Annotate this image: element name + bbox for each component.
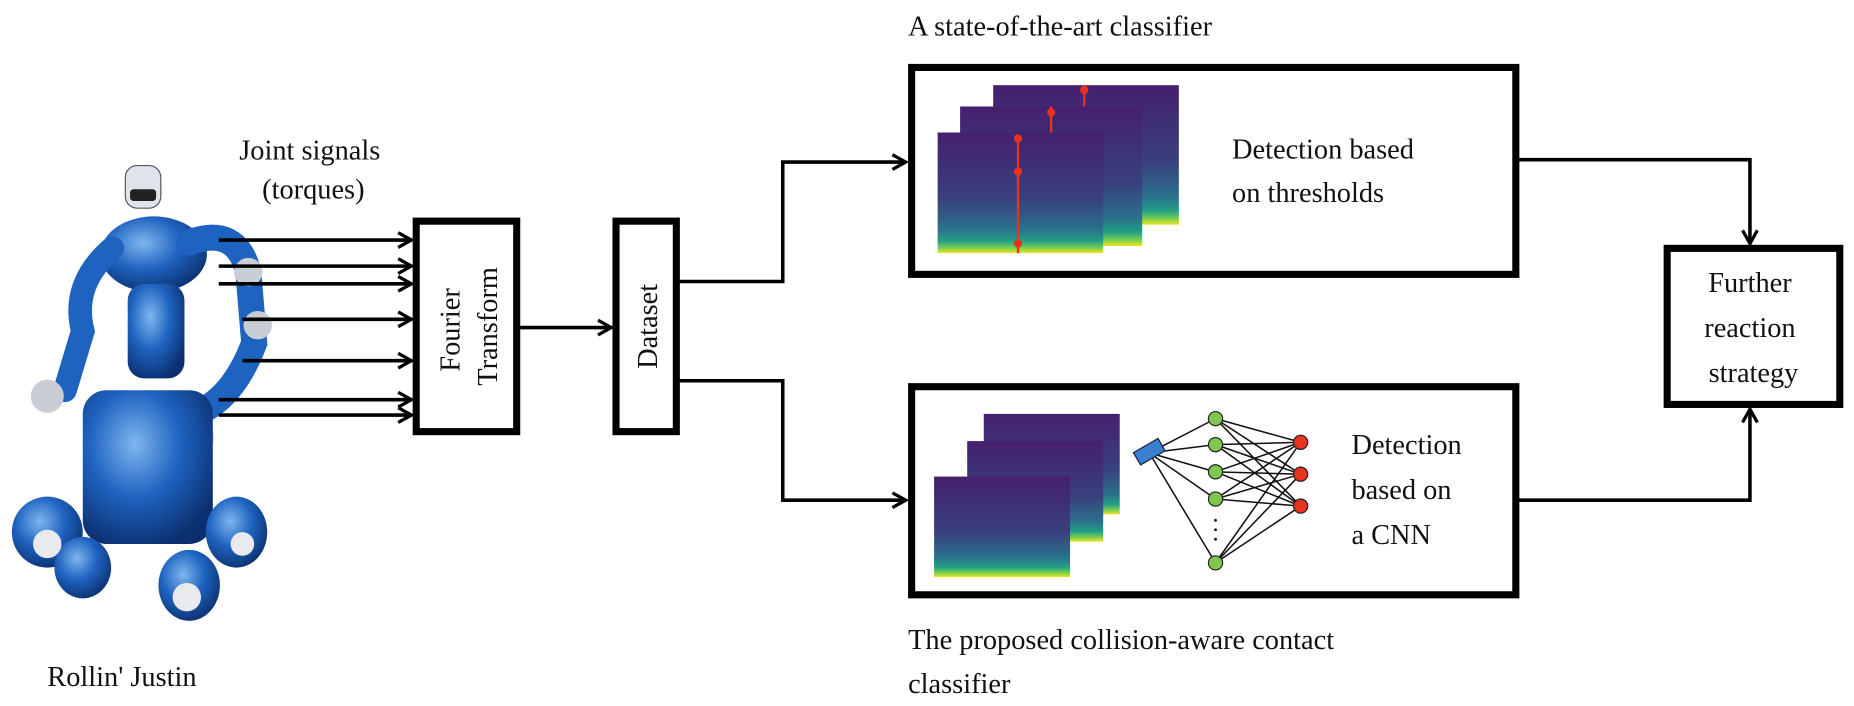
dataset-box [612,217,680,436]
label-line: Detection based [1232,134,1414,165]
label-line: classifier [908,669,1011,700]
output-box-text: Further reaction strategy [1704,268,1802,389]
label-line: strategy [1709,358,1800,389]
spectrograms-top [937,85,1179,254]
nn-part [1215,443,1301,475]
nn-part [1214,528,1217,532]
label-line: reaction [1704,313,1795,344]
nn-part [1149,452,1216,473]
bottom-branch-title: The proposed collision-aware contact cla… [908,625,1341,700]
label-line: Further [1708,268,1792,299]
robot-illustration [11,164,272,621]
nn-part [1207,464,1224,480]
neural-network [1132,410,1309,571]
nn-part [1132,437,1166,466]
nn-part [1215,417,1301,444]
nn-part [1215,441,1301,446]
nn-part [1214,418,1302,507]
nn-part [1215,441,1302,500]
nn-part [1207,491,1224,507]
nn-part [1148,452,1217,564]
label-line: Fourier [435,288,466,372]
nn-part [1215,471,1301,475]
nn-part [1292,498,1309,514]
nn-part [1215,471,1301,507]
nn-part [1214,537,1217,541]
label-line: on thresholds [1232,178,1384,209]
nn-part [1215,444,1302,507]
nn-part [1207,410,1224,427]
nn-part [1292,466,1309,482]
nn-part [1215,417,1302,475]
label-line: a CNN [1351,520,1431,551]
label-line: Transform [473,267,504,386]
nn-part [1292,434,1309,450]
label-line: (torques) [262,175,364,206]
fourier-label: Fourier Transform [435,267,504,386]
arrows [218,160,1750,501]
nn-part [1207,555,1224,571]
label-line: Detection [1351,430,1461,461]
nn-part [1214,441,1302,564]
bottom-box-text: Detection based on a CNN [1351,430,1468,551]
fourier-box [412,217,521,436]
spectrograms-bottom [934,413,1120,578]
label-line: The proposed collision-aware contact [908,625,1334,656]
nn-part [1215,505,1302,564]
top-branch-title: A state-of-the-art classifier [908,12,1212,43]
top-box-text: Detection based on thresholds [1232,134,1421,209]
nn-part [1148,452,1216,500]
nn-part [1214,518,1217,522]
output-box [1663,244,1844,408]
nn-part [1207,436,1224,453]
label-line: Joint signals [239,136,380,167]
robot-label: Rollin' Justin [47,662,196,693]
nn-part [1215,441,1301,473]
nn-part [1215,473,1301,500]
joint-signals-label: Joint signals (torques) [239,136,387,206]
nn-part [1214,473,1302,564]
dataset-label: Dataset [633,284,664,369]
label-line: based on [1351,475,1451,506]
